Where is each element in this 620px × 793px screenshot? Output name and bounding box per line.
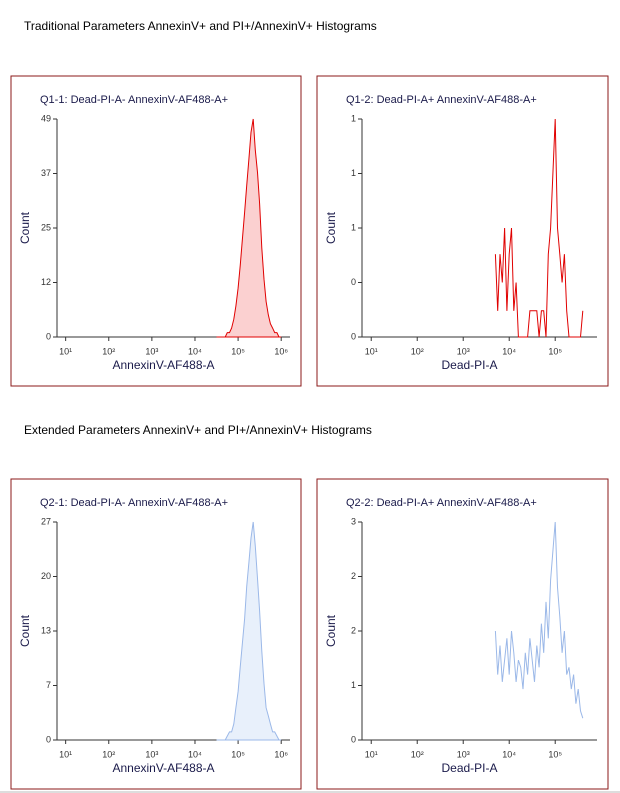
y-tick-label: 3 — [351, 516, 356, 526]
x-tick-label: 10¹ — [365, 346, 378, 356]
y-tick-label: 2 — [351, 625, 356, 635]
x-tick-label: 10² — [102, 749, 115, 759]
histogram-line — [494, 521, 584, 719]
x-tick-label: 10¹ — [59, 346, 72, 356]
y-tick-label: 0 — [351, 277, 356, 287]
x-tick-label: 10⁴ — [188, 346, 202, 356]
histogram-line — [494, 118, 584, 338]
y-tick-label: 37 — [41, 168, 51, 178]
y-tick-label: 1 — [351, 113, 356, 123]
y-tick-label: 0 — [351, 734, 356, 744]
y-tick-label: 13 — [41, 625, 51, 635]
x-tick-label: 10⁵ — [231, 346, 245, 356]
section-title: Extended Parameters AnnexinV+ and PI+/An… — [24, 423, 372, 437]
x-tick-label: 10⁶ — [274, 346, 288, 356]
y-axis-label: Count — [324, 614, 338, 647]
x-tick-label: 10⁵ — [231, 749, 245, 759]
chart-title: Q1-2: Dead-PI-A+ AnnexinV-AF488-A+ — [346, 94, 537, 106]
x-tick-label: 10⁵ — [548, 346, 562, 356]
histogram-area — [216, 118, 282, 338]
y-tick-label: 0 — [351, 331, 356, 341]
section-title: Traditional Parameters AnnexinV+ and PI+… — [24, 19, 377, 33]
y-tick-label: 27 — [41, 516, 51, 526]
x-tick-label: 10⁶ — [274, 749, 288, 759]
y-tick-label: 2 — [351, 571, 356, 581]
y-tick-label: 1 — [351, 680, 356, 690]
chart-title: Q1-1: Dead-PI-A- AnnexinV-AF488-A+ — [40, 94, 228, 106]
chart-title: Q2-2: Dead-PI-A+ AnnexinV-AF488-A+ — [346, 497, 537, 509]
y-tick-label: 12 — [41, 277, 51, 287]
y-axis-label: Count — [18, 614, 32, 647]
x-tick-label: 10³ — [145, 346, 158, 356]
x-axis-label: AnnexinV-AF488-A — [112, 761, 214, 775]
y-tick-label: 25 — [41, 222, 51, 232]
y-tick-label: 49 — [41, 113, 51, 123]
y-tick-label: 7 — [46, 680, 51, 690]
y-axis-label: Count — [324, 211, 338, 244]
x-axis-label: Dead-PI-A — [441, 358, 497, 372]
y-tick-label: 20 — [41, 571, 51, 581]
panel — [316, 478, 609, 790]
histogram-area — [216, 521, 282, 741]
x-tick-label: 10³ — [457, 749, 470, 759]
x-tick-label: 10⁴ — [502, 346, 516, 356]
x-tick-label: 10² — [102, 346, 115, 356]
chart-title: Q2-1: Dead-PI-A- AnnexinV-AF488-A+ — [40, 497, 228, 509]
x-axis-label: AnnexinV-AF488-A — [112, 358, 214, 372]
x-tick-label: 10¹ — [365, 749, 378, 759]
x-tick-label: 10³ — [145, 749, 158, 759]
x-tick-label: 10² — [411, 346, 424, 356]
x-tick-label: 10⁴ — [502, 749, 516, 759]
panel — [316, 75, 609, 387]
y-tick-label: 1 — [351, 222, 356, 232]
y-tick-label: 0 — [46, 734, 51, 744]
x-tick-label: 10⁵ — [548, 749, 562, 759]
x-tick-label: 10² — [411, 749, 424, 759]
y-axis-label: Count — [18, 211, 32, 244]
x-tick-label: 10³ — [457, 346, 470, 356]
x-tick-label: 10⁴ — [188, 749, 202, 759]
y-tick-label: 0 — [46, 331, 51, 341]
y-tick-label: 1 — [351, 168, 356, 178]
x-axis-label: Dead-PI-A — [441, 761, 497, 775]
x-tick-label: 10¹ — [59, 749, 72, 759]
